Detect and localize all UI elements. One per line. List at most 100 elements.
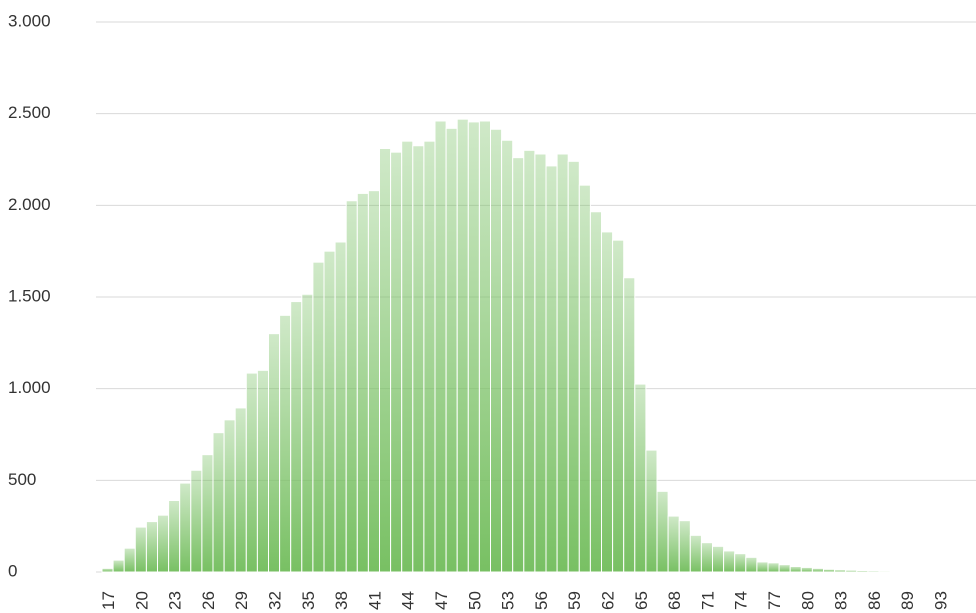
- bar: [501, 139, 514, 573]
- bar: [190, 469, 203, 573]
- bar: [212, 432, 225, 573]
- x-tick-label: 41: [365, 591, 384, 610]
- bar: [301, 293, 314, 573]
- x-tick-label: 44: [399, 591, 418, 610]
- x-tick-label: 65: [632, 591, 651, 610]
- x-tick-label: 86: [865, 591, 884, 610]
- bar: [290, 301, 303, 573]
- bar: [856, 570, 869, 573]
- bar: [345, 200, 358, 573]
- bar: [667, 515, 680, 573]
- bar: [545, 165, 558, 573]
- bar: [723, 550, 736, 573]
- bar: [101, 567, 114, 573]
- bar: [323, 250, 336, 573]
- x-tick-label: 20: [132, 591, 151, 610]
- bar: [256, 369, 269, 573]
- x-tick-label: 53: [499, 591, 518, 610]
- bar: [279, 314, 292, 573]
- bar: [678, 520, 691, 573]
- bar: [601, 231, 614, 573]
- bar: [379, 148, 392, 573]
- x-tick-label: 23: [166, 591, 185, 610]
- bar: [867, 570, 880, 573]
- bar: [734, 553, 747, 573]
- bar: [778, 564, 791, 573]
- bar: [134, 526, 147, 573]
- y-tick-label: 500: [8, 470, 36, 489]
- bar: [900, 570, 913, 573]
- bar: [789, 566, 802, 573]
- bar: [123, 547, 136, 573]
- bar: [712, 545, 725, 573]
- bar: [145, 521, 158, 573]
- bar: [634, 383, 647, 573]
- x-tick-label: 68: [665, 591, 684, 610]
- bar: [811, 567, 825, 573]
- x-tick-label: 32: [266, 591, 285, 610]
- bar: [756, 561, 769, 573]
- bar: [268, 333, 281, 573]
- bar: [800, 566, 813, 573]
- bar: [845, 569, 858, 573]
- bar: [523, 149, 536, 573]
- x-tick-label: 74: [732, 591, 751, 610]
- x-tick-label: 47: [432, 591, 451, 610]
- x-tick-label: 93: [932, 591, 951, 610]
- bar: [578, 184, 591, 573]
- bar: [456, 118, 469, 573]
- bar: [889, 570, 902, 573]
- x-tick-label: 71: [698, 591, 717, 610]
- bar: [334, 241, 347, 573]
- bar: [689, 534, 702, 573]
- x-tick-label: 35: [299, 591, 318, 610]
- x-tick-label: 50: [465, 591, 484, 610]
- bar: [201, 454, 214, 573]
- bar: [312, 261, 325, 573]
- bar: [823, 568, 836, 573]
- bar: [700, 542, 714, 573]
- bar: [878, 570, 891, 573]
- x-tick-label: 89: [898, 591, 917, 610]
- bar: [745, 556, 758, 573]
- bar: [367, 190, 380, 573]
- x-tick-label: 77: [765, 591, 784, 610]
- bar: [623, 277, 636, 573]
- bar: [112, 559, 125, 573]
- x-tick-label: 26: [199, 591, 218, 610]
- y-tick-label: 1.000: [8, 378, 51, 397]
- bar: [401, 140, 414, 573]
- bar: [467, 121, 480, 573]
- bar: [245, 372, 258, 573]
- bar: [512, 157, 525, 573]
- bar: [534, 153, 547, 573]
- bar: [834, 569, 847, 573]
- x-tick-label: 83: [832, 591, 851, 610]
- bar: [423, 140, 436, 573]
- bar: [922, 570, 936, 573]
- y-tick-label: 1.500: [8, 286, 51, 305]
- x-tick-label: 59: [565, 591, 584, 610]
- bar: [168, 500, 181, 573]
- bar: [179, 482, 192, 573]
- x-tick-label: 29: [232, 591, 251, 610]
- bar: [445, 127, 458, 573]
- bar: [934, 570, 947, 573]
- bar: [612, 239, 625, 573]
- bar: [911, 570, 924, 573]
- x-tick-label: 38: [332, 591, 351, 610]
- bar: [234, 407, 247, 573]
- bar: [412, 145, 425, 573]
- y-tick-label: 3.000: [8, 11, 51, 30]
- x-tick-label: 62: [599, 591, 618, 610]
- bar: [490, 128, 503, 573]
- bar: [356, 192, 369, 573]
- bar: [157, 514, 170, 573]
- x-tick-label: 80: [798, 591, 817, 610]
- x-tick-label: 56: [532, 591, 551, 610]
- bar: [767, 562, 780, 573]
- bar: [589, 211, 603, 573]
- bar: [556, 153, 569, 573]
- bar: [434, 120, 447, 573]
